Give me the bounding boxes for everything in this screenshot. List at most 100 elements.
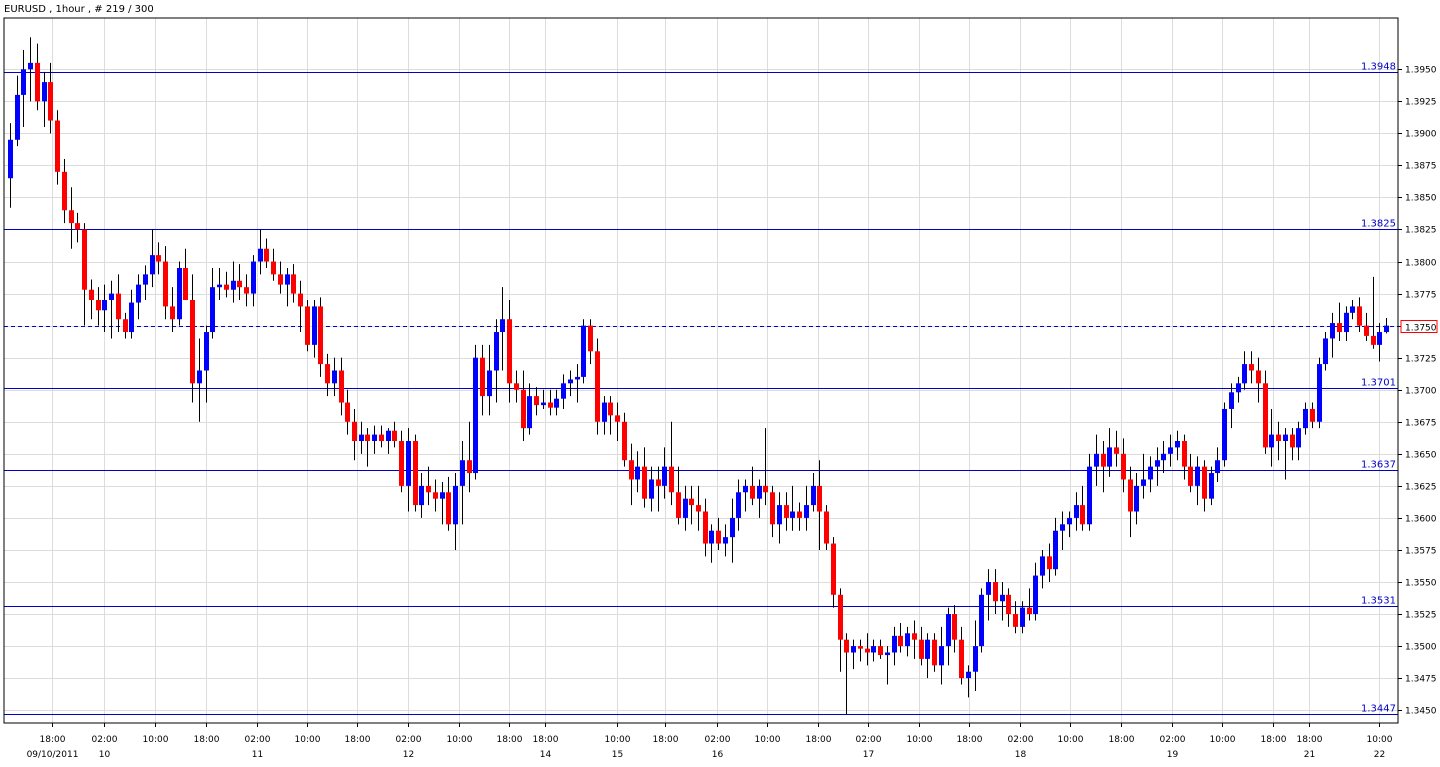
x-tick-label: 02:00: [705, 735, 731, 745]
candle-body-down: [1128, 479, 1133, 512]
candle-body-down: [291, 274, 296, 294]
candle-body-down: [615, 415, 620, 422]
candle-body-down: [1310, 408, 1315, 422]
y-tick-label: 1.3675: [1405, 419, 1437, 429]
candle-body-down: [534, 396, 539, 406]
x-tick-label: 18:00: [806, 735, 832, 745]
candle-body-up: [1148, 466, 1153, 480]
candle-body-down: [1047, 556, 1052, 570]
candle-body-down: [446, 492, 451, 525]
y-tick-label: 1.3550: [1405, 579, 1437, 589]
candle-body-down: [116, 293, 121, 320]
candle-body-up: [527, 396, 532, 429]
candle-body-down: [1188, 466, 1193, 486]
candle-body-down: [898, 635, 903, 647]
x-date-label: 15: [612, 750, 623, 760]
candle-body-up: [1155, 460, 1160, 467]
candle-body-down: [1256, 370, 1261, 384]
candle-body-up: [946, 614, 951, 647]
axes: 1.3950 1.3925 1.3900 1.3875 1.3850 1.3825 1.38…: [3, 17, 1438, 760]
candle-body-up: [102, 300, 107, 311]
candle-body-up: [925, 639, 930, 659]
x-tick-label: 10:00: [907, 735, 933, 745]
candle-body-up: [1195, 466, 1200, 486]
x-date-label: 22: [1374, 750, 1385, 760]
candle-body-down: [676, 492, 681, 518]
candle-body-up: [1384, 325, 1389, 333]
x-tick-label: 02:00: [1008, 735, 1034, 745]
x-tick-label: 18:00: [957, 735, 983, 745]
candle-body-down: [817, 485, 822, 512]
grid-lines: [4, 18, 1398, 723]
y-tick-label: 1.3525: [1405, 611, 1437, 621]
candle-body-down: [703, 511, 708, 544]
candle-body-up: [251, 261, 256, 294]
candle-body-down: [1027, 607, 1032, 615]
candle-body-up: [777, 505, 782, 525]
candle-body-down: [608, 402, 613, 416]
candle-body-down: [858, 646, 863, 649]
candle-body-down: [62, 171, 67, 211]
candle-body-up: [966, 671, 971, 679]
candle-body-up: [811, 485, 816, 506]
candle-body-down: [1371, 335, 1376, 345]
candle-body-down: [784, 505, 789, 518]
candle-body-down: [156, 255, 161, 262]
candle-body-up: [1040, 556, 1045, 576]
candle-body-up: [575, 376, 580, 380]
candle-body-down: [514, 383, 519, 390]
candle-body-down: [507, 319, 512, 384]
candle-body-down: [55, 120, 60, 172]
x-date-label: 12: [403, 750, 414, 760]
candle-body-down: [993, 582, 998, 602]
candle-body-up: [1175, 441, 1180, 448]
candle-body-up: [939, 646, 944, 666]
y-tick-label: 1.3475: [1405, 675, 1437, 685]
candle-body-up: [1269, 434, 1274, 448]
candle-body-down: [831, 543, 836, 595]
level-label: 1.3948: [1361, 62, 1396, 73]
candle-body-up: [42, 82, 47, 102]
candle-body-down: [244, 287, 249, 294]
candle-body-up: [1060, 524, 1065, 531]
candle-body-up: [312, 306, 317, 345]
candle-body-up: [1377, 332, 1382, 345]
candle-body-up: [129, 302, 134, 333]
x-tick-label: 10:00: [295, 735, 321, 745]
candle-body-up: [581, 325, 586, 377]
candle-body-up: [1168, 447, 1173, 454]
x-tick-label: 02:00: [856, 735, 882, 745]
candle-body-up: [1020, 607, 1025, 627]
candle-body-up: [662, 466, 667, 486]
x-date-label: 09/10/2011: [27, 750, 79, 760]
candle-body-down: [844, 639, 849, 653]
candle-body-down: [763, 485, 768, 493]
candle-body-down: [480, 357, 485, 397]
candle-body-down: [392, 430, 397, 441]
candle-body-down: [689, 498, 694, 506]
x-tick-label: 10:00: [447, 735, 473, 745]
candle-body-up: [440, 492, 445, 499]
candle-body-down: [1101, 453, 1106, 467]
candle-body-up: [1161, 453, 1166, 461]
candle-body-down: [1013, 614, 1018, 627]
candle-body-up: [494, 332, 499, 371]
candle-body-down: [96, 300, 101, 311]
candle-body-up: [332, 370, 337, 384]
y-tick-label: 1.3925: [1405, 98, 1437, 108]
candle-body-down: [642, 466, 647, 499]
candle-body-down: [1276, 434, 1281, 441]
x-tick-label: 18:00: [40, 735, 66, 745]
y-tick-label: 1.3500: [1405, 643, 1437, 653]
candle-body-up: [1000, 594, 1005, 602]
candle-body-down: [413, 441, 418, 506]
candle-body-up: [109, 293, 114, 300]
candle-body-up: [231, 280, 236, 290]
candle-body-down: [1290, 434, 1295, 448]
x-tick-label: 18:00: [1297, 735, 1323, 745]
horizontal-levels: 1.3948 1.3825 1.3701 1.3637 1.3531 1.3447: [4, 62, 1398, 715]
candle-body-up: [285, 274, 290, 285]
candle-body-down: [467, 460, 472, 474]
y-tick-label: 1.3450: [1405, 707, 1437, 717]
